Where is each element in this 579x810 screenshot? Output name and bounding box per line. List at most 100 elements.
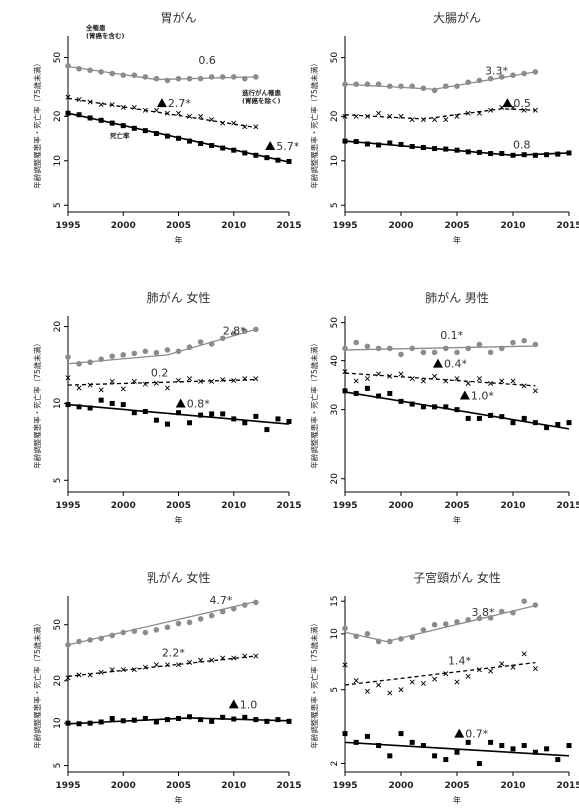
data-point-incidence-all: [476, 615, 483, 622]
trend-line-incidence_adv: [344, 661, 536, 686]
y-tick-label: 2: [330, 761, 340, 767]
apc-label: 1.4*: [448, 654, 471, 667]
data-point-incidence-adv: [220, 377, 226, 383]
x-axis-label: 年: [453, 515, 461, 525]
data-point-mortality: [87, 405, 93, 411]
y-tick-label: 50: [330, 317, 340, 329]
data-point-incidence-adv: [342, 662, 348, 668]
data-point-incidence-adv: [220, 120, 226, 126]
data-point-incidence-all: [443, 345, 449, 352]
data-point-incidence-all: [164, 347, 171, 353]
y-tick-label: 30: [330, 404, 340, 416]
apc-label: 2.2*: [162, 646, 185, 659]
data-point-mortality: [488, 151, 494, 157]
data-point-incidence-all: [499, 608, 505, 615]
data-point-mortality: [398, 731, 404, 737]
data-point-incidence-all: [175, 620, 182, 627]
data-point-incidence-all: [164, 77, 171, 84]
x-tick-label: 2010: [500, 781, 525, 791]
data-point-incidence-all: [175, 348, 182, 355]
data-point-mortality: [364, 385, 370, 391]
data-point-incidence-adv: [231, 655, 237, 661]
data-point-mortality: [198, 412, 204, 418]
data-point-incidence-all: [420, 627, 427, 633]
data-point-mortality: [387, 753, 393, 759]
data-point-incidence-all: [375, 345, 382, 352]
data-point-incidence-all: [230, 605, 237, 612]
data-point-mortality: [275, 416, 281, 422]
x-tick-label: 2010: [500, 221, 525, 231]
data-point-incidence-adv: [198, 113, 204, 119]
x-tick-label: 2000: [111, 221, 136, 231]
panel-title: 乳がん 女性: [147, 570, 211, 585]
data-point-incidence-adv: [465, 110, 471, 116]
data-point-incidence-all: [230, 330, 237, 337]
data-point-incidence-adv: [175, 377, 182, 384]
apc-label: 4.7*: [209, 594, 232, 607]
x-axis-label: 年: [175, 515, 183, 525]
data-point-incidence-adv: [65, 375, 71, 381]
data-point-mortality: [142, 128, 148, 134]
data-point-incidence-all: [431, 621, 438, 628]
y-tick-label: 5: [330, 202, 340, 208]
x-tick-label: 2010: [221, 501, 246, 511]
apc-marker-triangle: [175, 398, 186, 408]
apc-label: 0.5: [513, 97, 531, 110]
data-point-incidence-all: [431, 349, 438, 356]
y-tick-label: 20: [53, 675, 63, 687]
data-point-mortality: [443, 404, 449, 410]
data-point-incidence-all: [487, 349, 494, 356]
apc-label: 3.8*: [472, 606, 495, 619]
data-point-incidence-all: [131, 350, 138, 357]
data-point-incidence-all: [175, 75, 182, 82]
y-tick-label: 50: [330, 52, 340, 64]
data-point-mortality: [98, 719, 104, 725]
data-point-incidence-adv: [131, 104, 137, 110]
y-axis-label: 年齢調整罹患率・死亡率（75歳未満）: [309, 59, 319, 189]
data-point-mortality: [443, 146, 449, 152]
data-point-mortality: [510, 152, 516, 158]
data-point-incidence-adv: [187, 376, 193, 382]
data-point-incidence-adv: [220, 655, 226, 661]
data-point-incidence-all: [186, 75, 193, 82]
x-tick-label: 2010: [221, 221, 246, 231]
data-point-mortality: [532, 749, 538, 755]
data-point-mortality: [176, 410, 181, 416]
data-point-incidence-all: [219, 74, 226, 80]
trend-line-incidence_adv: [344, 108, 536, 120]
data-point-mortality: [342, 138, 348, 144]
data-point-incidence-all: [510, 609, 516, 616]
data-point-mortality: [176, 715, 181, 721]
data-point-mortality: [209, 718, 215, 724]
apc-marker-triangle: [459, 390, 470, 400]
data-point-mortality: [76, 112, 82, 118]
data-point-incidence-adv: [488, 380, 494, 386]
data-point-incidence-all: [521, 337, 527, 344]
data-point-mortality: [532, 420, 538, 426]
data-point-incidence-adv: [454, 113, 460, 119]
x-tick-label: 2015: [556, 781, 579, 791]
data-point-mortality: [242, 150, 248, 156]
data-point-mortality: [432, 753, 438, 759]
data-point-mortality: [521, 152, 527, 158]
data-point-incidence-adv: [353, 378, 359, 384]
data-point-incidence-all: [142, 74, 149, 80]
trend-line-mortality: [344, 741, 570, 757]
data-point-incidence-all: [230, 74, 237, 80]
data-point-incidence-all: [476, 77, 483, 84]
data-point-mortality: [286, 418, 292, 424]
data-point-mortality: [566, 743, 572, 749]
data-point-mortality: [521, 415, 527, 421]
data-point-incidence-all: [409, 345, 416, 352]
y-axis-label: 年齢調整罹患率・死亡率（75歳未満）: [32, 339, 42, 469]
data-point-incidence-all: [342, 345, 348, 352]
x-tick-label: 1995: [332, 781, 357, 791]
data-point-mortality: [376, 743, 382, 749]
data-point-incidence-all: [153, 627, 160, 633]
data-point-incidence-adv: [342, 369, 348, 375]
data-point-incidence-all: [120, 72, 127, 78]
data-point-incidence-adv: [142, 107, 148, 113]
x-tick-label: 2000: [388, 781, 413, 791]
data-point-incidence-adv: [376, 371, 382, 377]
